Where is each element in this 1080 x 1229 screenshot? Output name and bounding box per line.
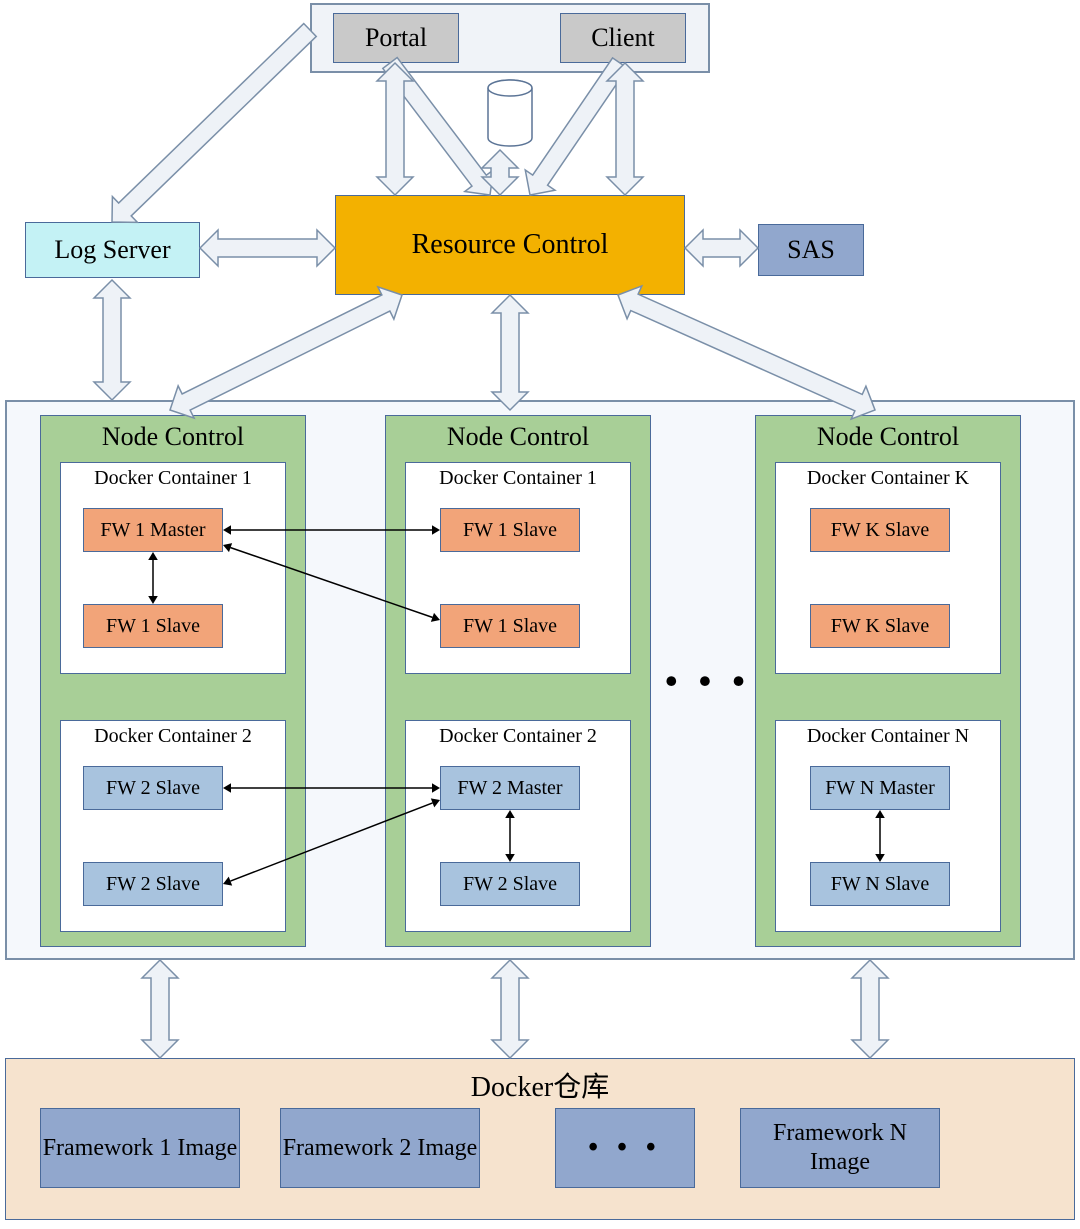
framework-1-image: Framework 1 Image	[40, 1108, 240, 1188]
fw1-slave-b: FW 1 Slave	[440, 508, 580, 552]
framework-ellipsis: • • •	[555, 1108, 695, 1188]
fw2-slave-c: FW 2 Slave	[440, 862, 580, 906]
fw2-slave-b: FW 2 Slave	[83, 862, 223, 906]
fwk-slave-a: FW K Slave	[810, 508, 950, 552]
ellipsis-nodes: • • •	[665, 660, 751, 702]
fwk-slave-b: FW K Slave	[810, 604, 950, 648]
fw1-master: FW 1 Master	[83, 508, 223, 552]
sas-box: SAS	[758, 224, 864, 276]
fwn-master: FW N Master	[810, 766, 950, 810]
client-box: Client	[560, 13, 686, 63]
fw1-slave-c: FW 1 Slave	[440, 604, 580, 648]
fw2-slave-a: FW 2 Slave	[83, 766, 223, 810]
framework-n-image: Framework N Image	[740, 1108, 940, 1188]
portal-box: Portal	[333, 13, 459, 63]
fwn-slave: FW N Slave	[810, 862, 950, 906]
framework-2-image: Framework 2 Image	[280, 1108, 480, 1188]
logserver-box: Log Server	[25, 222, 200, 278]
fw2-master: FW 2 Master	[440, 766, 580, 810]
resource-control-box: Resource Control	[335, 195, 685, 295]
fw1-slave-a: FW 1 Slave	[83, 604, 223, 648]
